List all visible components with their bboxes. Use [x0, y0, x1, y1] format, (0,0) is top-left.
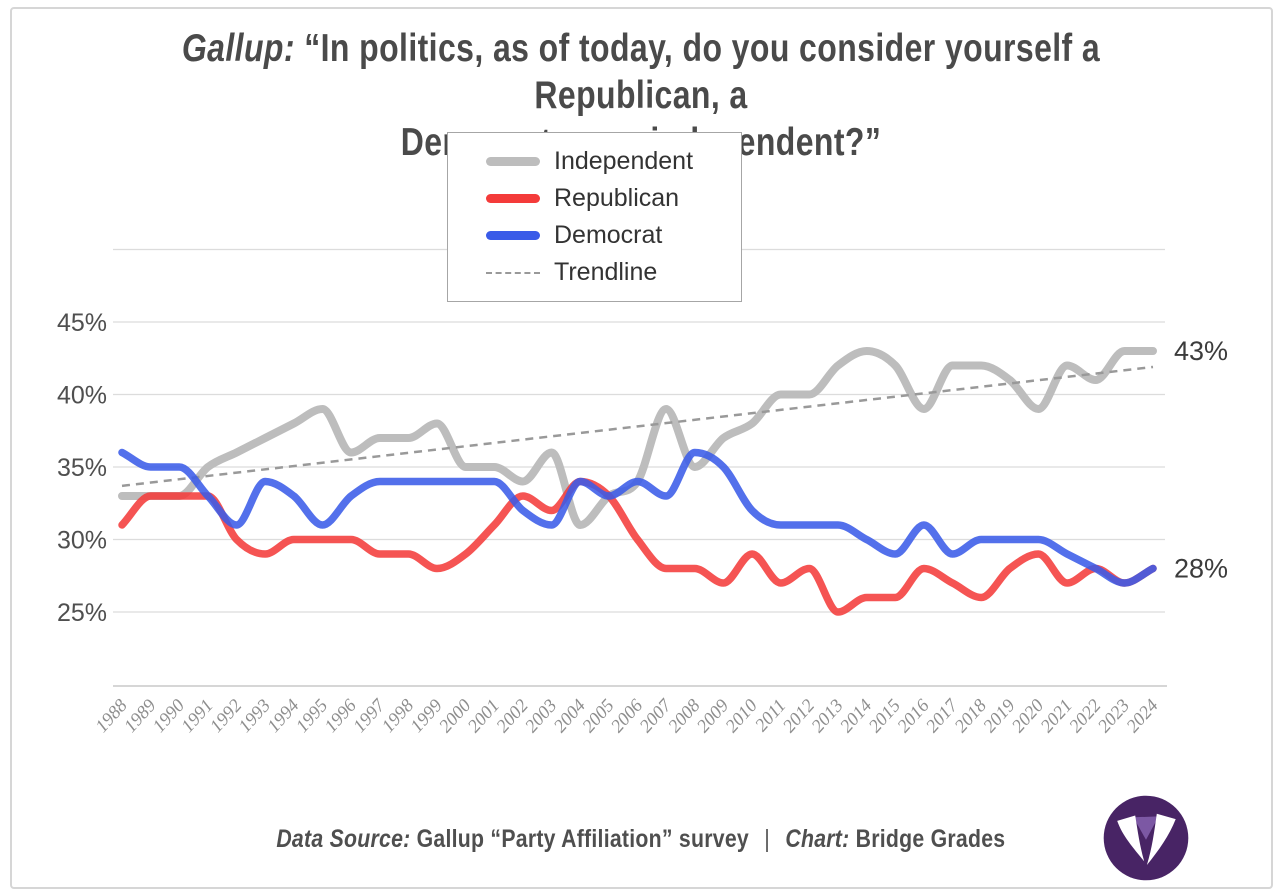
legend-item-trendline: Trendline	[486, 258, 741, 287]
independent-line-swatch-icon	[486, 157, 540, 166]
chart-credit-label: Chart:	[785, 825, 850, 853]
svg-text:43%: 43%	[1174, 336, 1228, 366]
gallup-brand-label: Gallup:	[181, 27, 295, 70]
svg-text:25%: 25%	[57, 599, 107, 627]
legend-item-democrat: Democrat	[486, 221, 741, 250]
legend-label-independent: Independent	[554, 147, 694, 175]
bridge-grades-logo	[1103, 795, 1189, 881]
logo-right-blade	[1146, 813, 1176, 865]
legend-item-independent: Independent	[486, 147, 741, 176]
democrat-line-swatch-icon	[486, 231, 540, 240]
logo-triangle	[1133, 816, 1159, 840]
legend-label-republican: Republican	[554, 184, 680, 212]
svg-text:2024: 2024	[1123, 696, 1163, 737]
chart-credit-text: Bridge Grades	[849, 825, 1006, 853]
footer-divider: |	[764, 825, 771, 853]
svg-text:40%: 40%	[57, 382, 107, 410]
trendline-dash-swatch-icon	[486, 271, 540, 274]
svg-text:28%: 28%	[1174, 554, 1228, 584]
legend-item-republican: Republican	[486, 184, 741, 213]
data-source-text: Gallup “Party Affiliation” survey	[410, 825, 750, 853]
logo-left-blade	[1117, 815, 1145, 862]
legend-label-democrat: Democrat	[554, 221, 663, 249]
svg-text:2011: 2011	[752, 696, 791, 736]
svg-text:30%: 30%	[57, 527, 107, 555]
republican-line-swatch-icon	[486, 194, 540, 203]
chart-legend: Independent Republican Democrat Trendlin…	[447, 132, 742, 302]
data-source-label: Data Source:	[276, 825, 411, 853]
legend-label-trendline: Trendline	[554, 258, 658, 286]
chart-title-line1: Gallup: “In politics, as of today, do yo…	[181, 27, 1101, 117]
attribution-footer: Data Source: Gallup “Party Affiliation” …	[0, 825, 1282, 854]
svg-text:45%: 45%	[57, 309, 107, 337]
svg-text:35%: 35%	[57, 454, 107, 482]
